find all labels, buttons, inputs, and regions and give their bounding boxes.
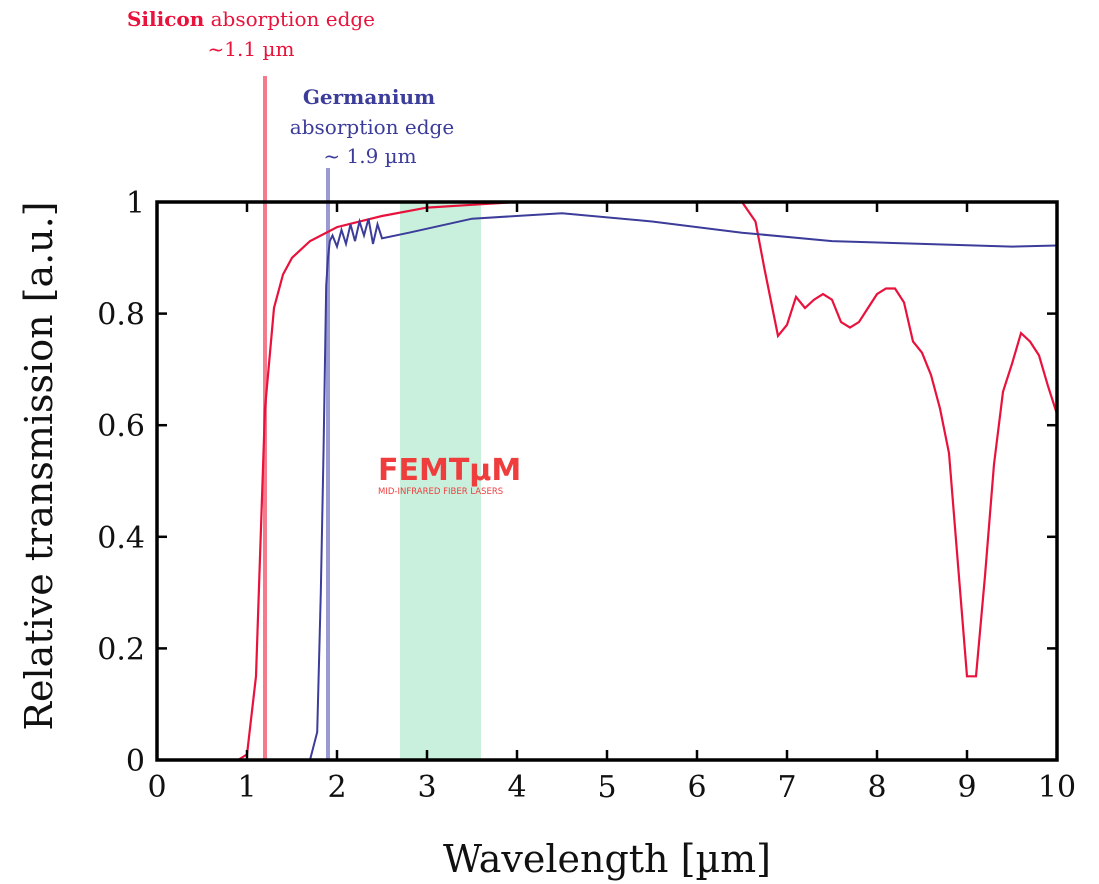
x-tick-label: 0	[147, 770, 166, 805]
x-tick-label: 3	[417, 770, 436, 805]
logo-sub-text: MID-INFRARED FIBER LASERS	[378, 487, 503, 497]
x-axis-label: Wavelength [µm]	[443, 837, 771, 881]
y-tick-label: 1	[126, 186, 145, 221]
y-tick-label: 0.2	[97, 632, 145, 667]
germanium-annotation-value: ~ 1.9 µm	[323, 144, 416, 168]
x-tick-label: 4	[507, 770, 526, 805]
y-axis-label: Relative transmission [a.u.]	[17, 201, 61, 730]
y-tick-label: 0.4	[97, 521, 145, 556]
x-ticks: 0 1 2 3 4 5 6 7 8 9 10	[147, 202, 1076, 805]
logo-main-text: FEMTµM	[378, 453, 521, 488]
x-tick-label: 8	[867, 770, 886, 805]
germanium-annotation-text: absorption edge	[290, 115, 454, 139]
x-tick-label: 9	[957, 770, 976, 805]
highlight-band	[400, 202, 481, 760]
germanium-transmission-line	[309, 212, 1058, 761]
femtum-logo: FEMTµM MID-INFRARED FIBER LASERS	[378, 453, 521, 497]
x-tick-label: 1	[237, 770, 256, 805]
x-tick-label: 2	[327, 770, 346, 805]
silicon-annotation-bold: Silicon	[127, 7, 205, 31]
y-tick-label: 0.6	[97, 409, 145, 444]
plot-frame	[155, 200, 1059, 762]
x-tick-label: 7	[777, 770, 796, 805]
germanium-annotation-title: Germanium	[303, 85, 435, 109]
y-ticks: 0 0.2 0.4 0.6 0.8 1	[97, 186, 1057, 779]
x-tick-label: 6	[687, 770, 706, 805]
x-tick-label: 10	[1038, 770, 1076, 805]
y-tick-label: 0	[126, 744, 145, 779]
silicon-annotation-text: absorption edge	[204, 7, 375, 31]
silicon-annotation: Silicon absorption edge	[127, 7, 375, 31]
x-tick-label: 5	[597, 770, 616, 805]
y-tick-label: 0.8	[97, 298, 145, 333]
silicon-transmission-line	[237, 200, 1059, 761]
silicon-annotation-value: ~1.1 µm	[208, 37, 295, 61]
